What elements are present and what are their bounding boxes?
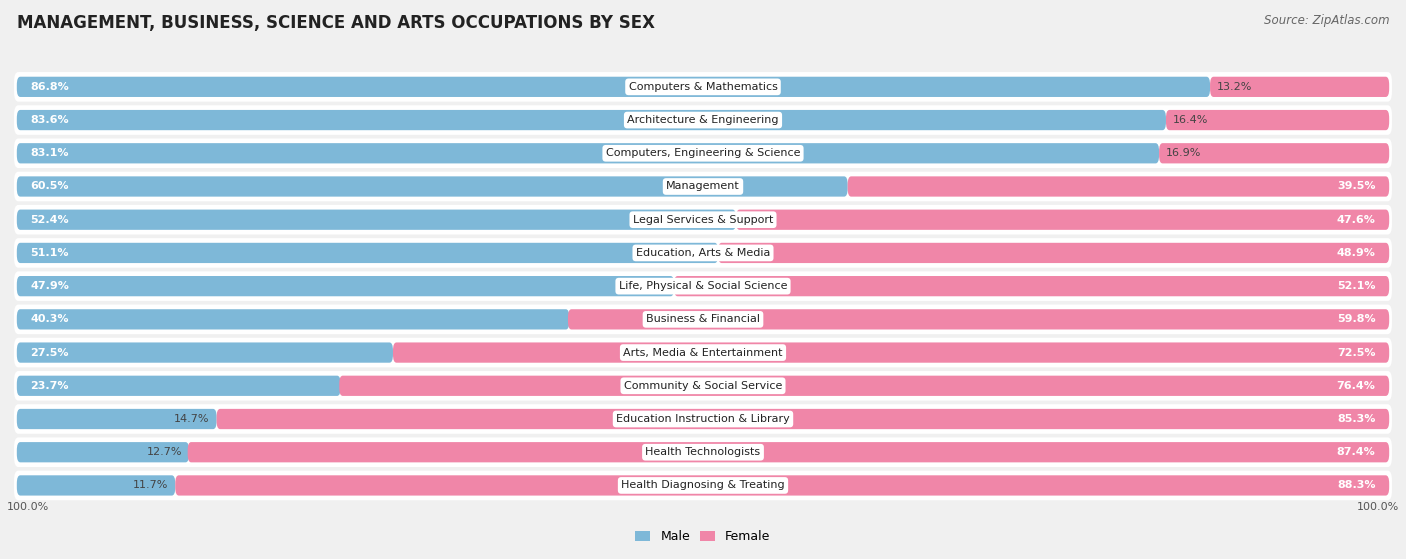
Text: 72.5%: 72.5% bbox=[1337, 348, 1375, 358]
FancyBboxPatch shape bbox=[17, 276, 673, 296]
Text: Source: ZipAtlas.com: Source: ZipAtlas.com bbox=[1264, 14, 1389, 27]
FancyBboxPatch shape bbox=[17, 143, 1159, 163]
Text: Computers, Engineering & Science: Computers, Engineering & Science bbox=[606, 148, 800, 158]
FancyBboxPatch shape bbox=[17, 475, 176, 496]
FancyBboxPatch shape bbox=[17, 77, 1211, 97]
Text: 11.7%: 11.7% bbox=[134, 480, 169, 490]
FancyBboxPatch shape bbox=[217, 409, 1389, 429]
FancyBboxPatch shape bbox=[14, 205, 1392, 234]
Text: 85.3%: 85.3% bbox=[1337, 414, 1375, 424]
FancyBboxPatch shape bbox=[1159, 143, 1389, 163]
FancyBboxPatch shape bbox=[17, 210, 737, 230]
Text: 16.4%: 16.4% bbox=[1173, 115, 1208, 125]
FancyBboxPatch shape bbox=[14, 338, 1392, 367]
Text: 83.6%: 83.6% bbox=[31, 115, 69, 125]
FancyBboxPatch shape bbox=[14, 105, 1392, 135]
FancyBboxPatch shape bbox=[17, 409, 217, 429]
FancyBboxPatch shape bbox=[17, 442, 188, 462]
Text: 12.7%: 12.7% bbox=[146, 447, 183, 457]
FancyBboxPatch shape bbox=[17, 177, 848, 197]
FancyBboxPatch shape bbox=[14, 371, 1392, 401]
Text: 100.0%: 100.0% bbox=[7, 502, 49, 512]
FancyBboxPatch shape bbox=[176, 475, 1389, 496]
FancyBboxPatch shape bbox=[14, 271, 1392, 301]
FancyBboxPatch shape bbox=[14, 305, 1392, 334]
Text: Arts, Media & Entertainment: Arts, Media & Entertainment bbox=[623, 348, 783, 358]
Text: 13.2%: 13.2% bbox=[1218, 82, 1253, 92]
Text: 23.7%: 23.7% bbox=[31, 381, 69, 391]
Text: 51.1%: 51.1% bbox=[31, 248, 69, 258]
Text: Education Instruction & Library: Education Instruction & Library bbox=[616, 414, 790, 424]
FancyBboxPatch shape bbox=[14, 72, 1392, 102]
FancyBboxPatch shape bbox=[737, 210, 1389, 230]
FancyBboxPatch shape bbox=[14, 438, 1392, 467]
Text: 14.7%: 14.7% bbox=[174, 414, 209, 424]
FancyBboxPatch shape bbox=[673, 276, 1389, 296]
FancyBboxPatch shape bbox=[1166, 110, 1389, 130]
Text: 88.3%: 88.3% bbox=[1337, 480, 1375, 490]
FancyBboxPatch shape bbox=[17, 376, 340, 396]
Text: 48.9%: 48.9% bbox=[1337, 248, 1375, 258]
Text: Architecture & Engineering: Architecture & Engineering bbox=[627, 115, 779, 125]
Text: 59.8%: 59.8% bbox=[1337, 314, 1375, 324]
FancyBboxPatch shape bbox=[17, 243, 718, 263]
FancyBboxPatch shape bbox=[14, 238, 1392, 268]
Text: 76.4%: 76.4% bbox=[1337, 381, 1375, 391]
Text: 40.3%: 40.3% bbox=[31, 314, 69, 324]
FancyBboxPatch shape bbox=[14, 404, 1392, 434]
Text: Health Technologists: Health Technologists bbox=[645, 447, 761, 457]
Text: 60.5%: 60.5% bbox=[31, 182, 69, 192]
FancyBboxPatch shape bbox=[187, 442, 1389, 462]
Text: 52.4%: 52.4% bbox=[31, 215, 69, 225]
FancyBboxPatch shape bbox=[848, 177, 1389, 197]
FancyBboxPatch shape bbox=[718, 243, 1389, 263]
Text: 86.8%: 86.8% bbox=[31, 82, 69, 92]
Text: 87.4%: 87.4% bbox=[1337, 447, 1375, 457]
Text: 47.9%: 47.9% bbox=[31, 281, 69, 291]
FancyBboxPatch shape bbox=[17, 309, 569, 329]
Text: Life, Physical & Social Science: Life, Physical & Social Science bbox=[619, 281, 787, 291]
Text: 27.5%: 27.5% bbox=[31, 348, 69, 358]
FancyBboxPatch shape bbox=[339, 376, 1389, 396]
FancyBboxPatch shape bbox=[14, 139, 1392, 168]
FancyBboxPatch shape bbox=[1211, 77, 1389, 97]
Text: 16.9%: 16.9% bbox=[1166, 148, 1201, 158]
Text: 52.1%: 52.1% bbox=[1337, 281, 1375, 291]
Text: Community & Social Service: Community & Social Service bbox=[624, 381, 782, 391]
FancyBboxPatch shape bbox=[568, 309, 1389, 329]
Text: Management: Management bbox=[666, 182, 740, 192]
Text: 39.5%: 39.5% bbox=[1337, 182, 1375, 192]
FancyBboxPatch shape bbox=[394, 343, 1389, 363]
Text: 100.0%: 100.0% bbox=[1357, 502, 1399, 512]
FancyBboxPatch shape bbox=[17, 343, 394, 363]
Text: 47.6%: 47.6% bbox=[1337, 215, 1375, 225]
Text: MANAGEMENT, BUSINESS, SCIENCE AND ARTS OCCUPATIONS BY SEX: MANAGEMENT, BUSINESS, SCIENCE AND ARTS O… bbox=[17, 14, 655, 32]
Text: Health Diagnosing & Treating: Health Diagnosing & Treating bbox=[621, 480, 785, 490]
FancyBboxPatch shape bbox=[14, 172, 1392, 201]
Text: Education, Arts & Media: Education, Arts & Media bbox=[636, 248, 770, 258]
FancyBboxPatch shape bbox=[17, 110, 1166, 130]
Text: Computers & Mathematics: Computers & Mathematics bbox=[628, 82, 778, 92]
Text: 83.1%: 83.1% bbox=[31, 148, 69, 158]
FancyBboxPatch shape bbox=[14, 471, 1392, 500]
Text: Legal Services & Support: Legal Services & Support bbox=[633, 215, 773, 225]
Legend: Male, Female: Male, Female bbox=[630, 525, 776, 548]
Text: Business & Financial: Business & Financial bbox=[645, 314, 761, 324]
